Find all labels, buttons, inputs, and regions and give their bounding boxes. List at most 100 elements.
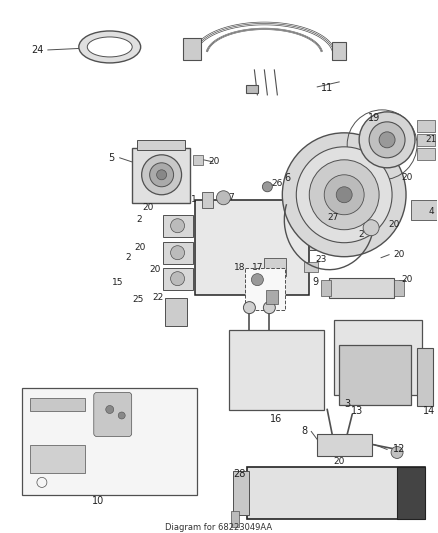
Circle shape (262, 182, 272, 192)
Text: 5: 5 (109, 153, 115, 163)
Bar (245, 268, 285, 310)
Text: 20: 20 (401, 275, 413, 284)
Bar (411, 200, 438, 220)
Circle shape (263, 302, 276, 313)
Text: 2: 2 (137, 215, 142, 224)
Text: 27: 27 (328, 213, 339, 222)
Circle shape (359, 112, 415, 168)
Bar (321, 280, 331, 296)
Text: 11: 11 (321, 83, 333, 93)
Circle shape (170, 272, 184, 286)
Text: 14: 14 (423, 407, 435, 416)
Bar (165, 297, 187, 326)
Text: 25: 25 (132, 295, 143, 304)
Text: Diagram for 68223049AA: Diagram for 68223049AA (165, 523, 272, 532)
Text: 10: 10 (92, 496, 104, 506)
Text: 28: 28 (233, 470, 246, 479)
Bar (417, 348, 433, 406)
Bar (317, 434, 372, 456)
Bar (201, 192, 213, 208)
Text: 24: 24 (32, 45, 44, 55)
Circle shape (369, 122, 405, 158)
Bar (162, 215, 193, 237)
Text: 20: 20 (134, 243, 145, 252)
Circle shape (251, 273, 263, 286)
Bar (233, 471, 249, 515)
Text: 20: 20 (401, 173, 413, 182)
Circle shape (170, 246, 184, 260)
Bar (22, 387, 197, 495)
Ellipse shape (87, 37, 132, 57)
Text: 20: 20 (149, 265, 160, 274)
Circle shape (157, 170, 166, 180)
Circle shape (296, 147, 392, 243)
Bar (334, 320, 422, 394)
Text: 13: 13 (351, 407, 363, 416)
Text: 20: 20 (209, 157, 220, 166)
Circle shape (118, 412, 125, 419)
Text: 2: 2 (125, 253, 131, 262)
Bar (30, 446, 85, 473)
Circle shape (244, 302, 255, 313)
Circle shape (324, 175, 364, 215)
Bar (417, 120, 435, 132)
Text: 7: 7 (229, 193, 234, 202)
Circle shape (336, 187, 352, 203)
Text: 2: 2 (358, 230, 364, 239)
Text: 19: 19 (368, 113, 380, 123)
Bar (309, 220, 324, 249)
Text: 26: 26 (272, 179, 283, 188)
Circle shape (141, 155, 182, 195)
Circle shape (379, 132, 395, 148)
Circle shape (216, 191, 230, 205)
Bar (30, 398, 85, 411)
Text: 22: 22 (152, 293, 163, 302)
Text: 6: 6 (284, 173, 290, 183)
Text: 20: 20 (333, 457, 345, 466)
Text: 4: 4 (428, 207, 434, 216)
Ellipse shape (79, 31, 141, 63)
Bar (317, 222, 331, 232)
Bar (394, 280, 404, 296)
FancyBboxPatch shape (94, 392, 132, 437)
Circle shape (106, 406, 114, 414)
Text: 15: 15 (112, 278, 124, 287)
Bar (397, 467, 425, 519)
Text: 16: 16 (270, 415, 283, 424)
Bar (329, 278, 394, 297)
Bar (137, 140, 184, 150)
Bar (193, 155, 202, 165)
Text: 21: 21 (425, 135, 437, 144)
Bar (332, 42, 346, 60)
Circle shape (391, 447, 403, 458)
Bar (266, 289, 278, 304)
Bar (132, 148, 190, 203)
Text: 3: 3 (344, 399, 350, 408)
Bar (247, 85, 258, 93)
Text: 18: 18 (234, 263, 245, 272)
Text: 20: 20 (393, 250, 405, 259)
Text: 9: 9 (312, 277, 318, 287)
Bar (230, 329, 324, 409)
Circle shape (283, 133, 406, 257)
Bar (417, 134, 435, 146)
Bar (265, 257, 286, 276)
Bar (417, 148, 435, 160)
Bar (247, 467, 425, 519)
Text: 20: 20 (389, 220, 400, 229)
Text: 17: 17 (252, 263, 263, 272)
Bar (183, 38, 201, 60)
Circle shape (309, 160, 379, 230)
Bar (231, 511, 240, 527)
Text: 23: 23 (315, 255, 327, 264)
Bar (339, 344, 411, 405)
Text: 12: 12 (393, 445, 405, 455)
Bar (162, 268, 193, 289)
Circle shape (150, 163, 173, 187)
Bar (162, 241, 193, 264)
Text: 1: 1 (191, 195, 196, 204)
Text: 8: 8 (301, 426, 307, 437)
Bar (194, 200, 309, 295)
Circle shape (170, 219, 184, 233)
Bar (304, 262, 318, 272)
